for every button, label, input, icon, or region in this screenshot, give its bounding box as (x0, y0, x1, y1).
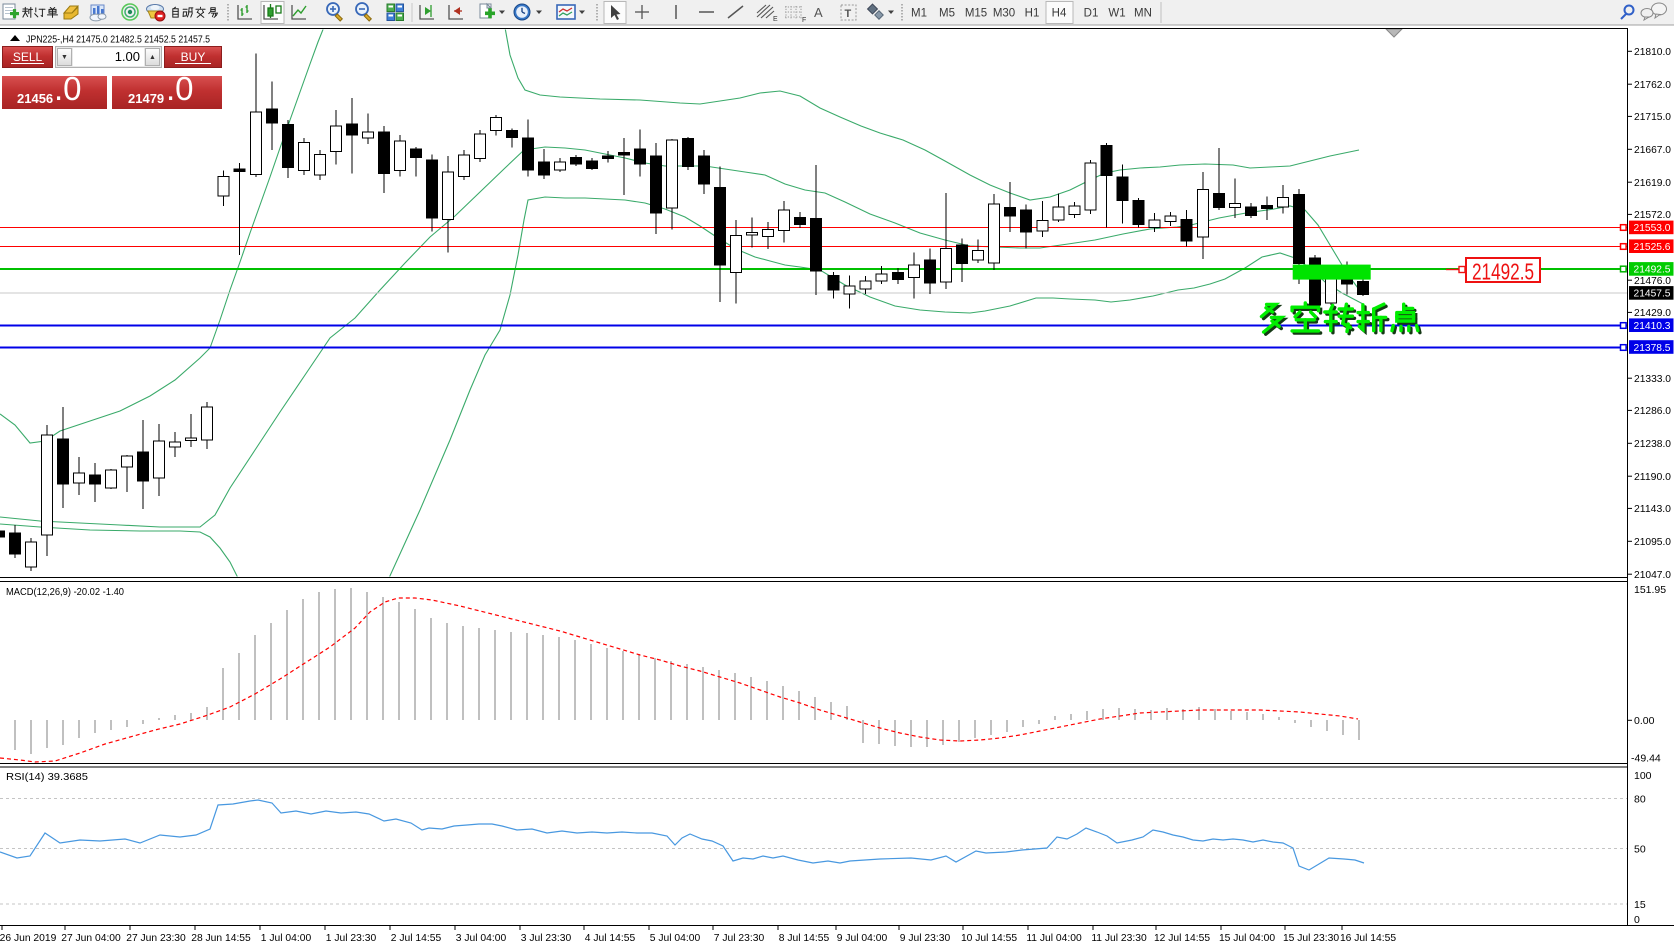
svg-text:M1: M1 (911, 8, 927, 20)
svg-text:16 Jul 14:55: 16 Jul 14:55 (1340, 933, 1396, 943)
svg-text:0.00: 0.00 (1634, 715, 1655, 727)
svg-text:80: 80 (1634, 794, 1646, 806)
svg-text:MACD(12,26,9) -20.02 -1.40: MACD(12,26,9) -20.02 -1.40 (6, 586, 124, 598)
svg-text:A: A (814, 5, 823, 20)
svg-text:21238.0: 21238.0 (1634, 438, 1671, 450)
svg-text:21619.0: 21619.0 (1634, 177, 1671, 189)
svg-text:3 Jul 04:00: 3 Jul 04:00 (456, 933, 507, 943)
svg-text:F: F (802, 17, 806, 24)
svg-text:21378.5: 21378.5 (1634, 342, 1671, 354)
svg-text:T: T (845, 8, 852, 20)
svg-text:21492.5: 21492.5 (1634, 264, 1671, 276)
svg-text:21429.0: 21429.0 (1634, 307, 1671, 319)
svg-text:21333.0: 21333.0 (1634, 373, 1671, 385)
svg-text:21190.0: 21190.0 (1634, 471, 1671, 483)
svg-text:28 Jun 14:55: 28 Jun 14:55 (191, 933, 251, 943)
svg-text:0: 0 (1634, 914, 1640, 926)
svg-text:M30: M30 (993, 8, 1015, 20)
svg-text:21492.5: 21492.5 (1472, 259, 1534, 285)
svg-text:21410.3: 21410.3 (1634, 320, 1671, 332)
svg-text:E: E (773, 16, 778, 23)
svg-text:50: 50 (1634, 844, 1646, 856)
svg-text:5 Jul 04:00: 5 Jul 04:00 (650, 933, 701, 943)
svg-text:21572.0: 21572.0 (1634, 209, 1671, 221)
svg-text:21525.6: 21525.6 (1634, 241, 1671, 253)
svg-text:151.95: 151.95 (1634, 584, 1666, 596)
svg-text:4 Jul 14:55: 4 Jul 14:55 (585, 933, 636, 943)
svg-text:2 Jul 14:55: 2 Jul 14:55 (391, 933, 442, 943)
svg-text:H4: H4 (1052, 8, 1067, 20)
svg-text:100: 100 (1634, 770, 1652, 782)
svg-text:21286.0: 21286.0 (1634, 405, 1671, 417)
svg-text:9 Jul 04:00: 9 Jul 04:00 (837, 933, 888, 943)
svg-text:27 Jun 04:00: 27 Jun 04:00 (61, 933, 121, 943)
svg-text:27 Jun 23:30: 27 Jun 23:30 (126, 933, 186, 943)
svg-text:M15: M15 (965, 8, 987, 20)
svg-text:21762.0: 21762.0 (1634, 79, 1671, 91)
svg-text:M5: M5 (939, 8, 955, 20)
svg-text:21667.0: 21667.0 (1634, 144, 1671, 156)
svg-text:21810.0: 21810.0 (1634, 46, 1671, 58)
svg-text:21047.0: 21047.0 (1634, 569, 1671, 581)
svg-text:1 Jul 04:00: 1 Jul 04:00 (261, 933, 312, 943)
svg-text:26 Jun 2019: 26 Jun 2019 (0, 933, 57, 943)
svg-text:H1: H1 (1025, 8, 1040, 20)
svg-text:MN: MN (1134, 8, 1152, 20)
svg-text:21715.0: 21715.0 (1634, 111, 1671, 123)
svg-text:7 Jul 23:30: 7 Jul 23:30 (714, 933, 765, 943)
svg-text:9 Jul 23:30: 9 Jul 23:30 (900, 933, 951, 943)
svg-text:21476.0: 21476.0 (1634, 275, 1671, 287)
svg-text:1 Jul 23:30: 1 Jul 23:30 (326, 933, 377, 943)
svg-text:10 Jul 14:55: 10 Jul 14:55 (961, 933, 1017, 943)
svg-text:D1: D1 (1084, 8, 1099, 20)
svg-text:W1: W1 (1108, 8, 1125, 20)
svg-text:-49.44: -49.44 (1631, 753, 1661, 765)
svg-text:RSI(14) 39.3685: RSI(14) 39.3685 (6, 771, 88, 783)
svg-text:21095.0: 21095.0 (1634, 536, 1671, 548)
svg-text:11 Jul 04:00: 11 Jul 04:00 (1026, 933, 1082, 943)
svg-text:12 Jul 14:55: 12 Jul 14:55 (1154, 933, 1210, 943)
svg-text:15 Jul 23:30: 15 Jul 23:30 (1283, 933, 1339, 943)
svg-text:21457.5: 21457.5 (1634, 288, 1671, 300)
svg-text:15 Jul 04:00: 15 Jul 04:00 (1219, 933, 1275, 943)
svg-text:JPN225-,H4 21475.0 21482.5 21: JPN225-,H4 21475.0 21482.5 21452.5 21457… (26, 34, 210, 46)
svg-text:15: 15 (1634, 899, 1646, 911)
svg-text:11 Jul 23:30: 11 Jul 23:30 (1091, 933, 1147, 943)
svg-text:8 Jul 14:55: 8 Jul 14:55 (779, 933, 830, 943)
svg-text:3 Jul 23:30: 3 Jul 23:30 (521, 933, 572, 943)
svg-text:21143.0: 21143.0 (1634, 503, 1671, 515)
svg-text:21553.0: 21553.0 (1634, 222, 1671, 234)
